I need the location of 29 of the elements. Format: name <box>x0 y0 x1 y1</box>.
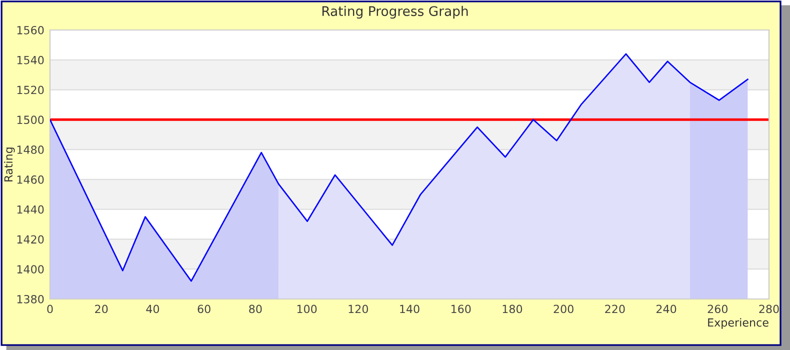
x-tick-label: 160 <box>451 304 471 314</box>
x-tick-label: 100 <box>297 304 317 314</box>
line-series <box>50 53 748 282</box>
x-tick-label: 0 <box>47 304 53 314</box>
y-tick-label: 1560 <box>17 26 44 34</box>
y-tick-label: 1500 <box>17 116 44 124</box>
x-tick-label: 240 <box>656 304 676 314</box>
x-tick-label: 140 <box>400 304 420 314</box>
y-tick-label: 1440 <box>17 205 44 214</box>
y-axis-title: Rating <box>4 148 15 182</box>
y-tick-label: 1520 <box>17 86 44 94</box>
x-tick-label: 220 <box>605 304 625 314</box>
chart-title: Rating Progress Graph <box>322 6 468 19</box>
y-tick-label: 1540 <box>17 56 44 64</box>
y-tick-label: 1420 <box>17 235 44 244</box>
x-tick-label: 60 <box>198 304 210 314</box>
x-tick-label: 120 <box>348 304 368 314</box>
y-tick-label: 1460 <box>17 175 44 184</box>
x-tick-label: 260 <box>708 304 728 314</box>
x-tick-label: 280 <box>759 304 779 314</box>
x-axis-title: Experience <box>708 318 768 329</box>
x-tick-label: 20 <box>95 304 108 314</box>
x-tick-label: 200 <box>554 304 574 314</box>
y-tick-label: 1400 <box>17 265 44 274</box>
x-tick-label: 40 <box>146 304 160 314</box>
y-tick-label: 1480 <box>17 146 44 154</box>
x-tick-label: 80 <box>249 304 262 314</box>
x-tick-label: 180 <box>502 304 522 314</box>
y-tick-label: 1380 <box>17 294 44 304</box>
